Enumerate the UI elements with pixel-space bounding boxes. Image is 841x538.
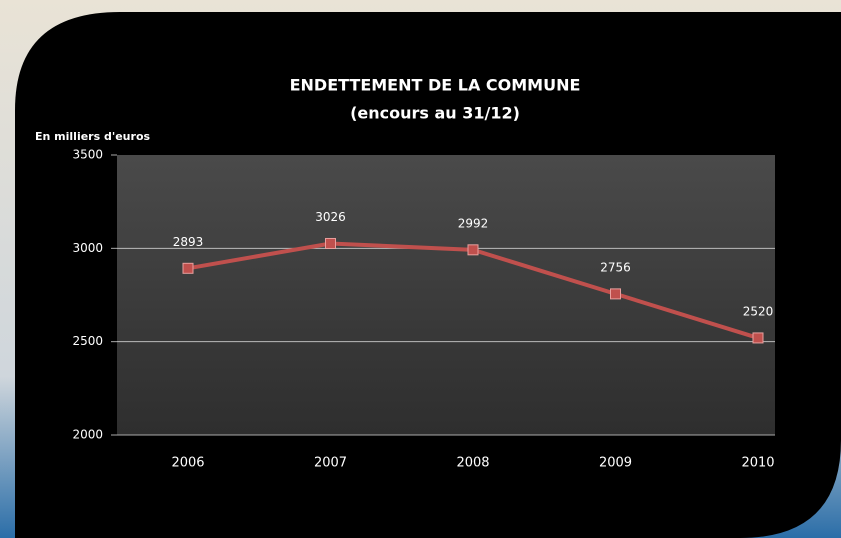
x-tick-label: 2008 [456, 456, 489, 471]
marker [610, 288, 621, 300]
x-tick-label: 2007 [314, 456, 347, 471]
y-axis-label: En milliers d'euros [35, 130, 150, 143]
marker [182, 262, 194, 274]
x-tick-label: 2009 [599, 456, 632, 471]
marker [325, 237, 336, 249]
y-tick-label: 2000 [72, 428, 103, 442]
data-label: 2756 [600, 260, 631, 274]
chart-title: ENDETTEMENT DE LA COMMUNE [290, 76, 581, 95]
x-tick-label: 2006 [171, 456, 204, 471]
y-tick-label: 2500 [72, 334, 103, 348]
data-label: 3026 [315, 210, 346, 224]
marker [467, 244, 479, 256]
chart-subtitle: (encours au 31/12) [350, 104, 520, 123]
marker [752, 332, 764, 344]
data-label: 2520 [743, 304, 774, 318]
data-label: 2992 [458, 216, 489, 230]
plot-area [117, 155, 775, 435]
y-tick-label: 3500 [72, 148, 103, 162]
y-tick-label: 3000 [72, 241, 103, 255]
x-tick-label: 2010 [741, 456, 774, 471]
data-label: 2893 [173, 235, 204, 249]
